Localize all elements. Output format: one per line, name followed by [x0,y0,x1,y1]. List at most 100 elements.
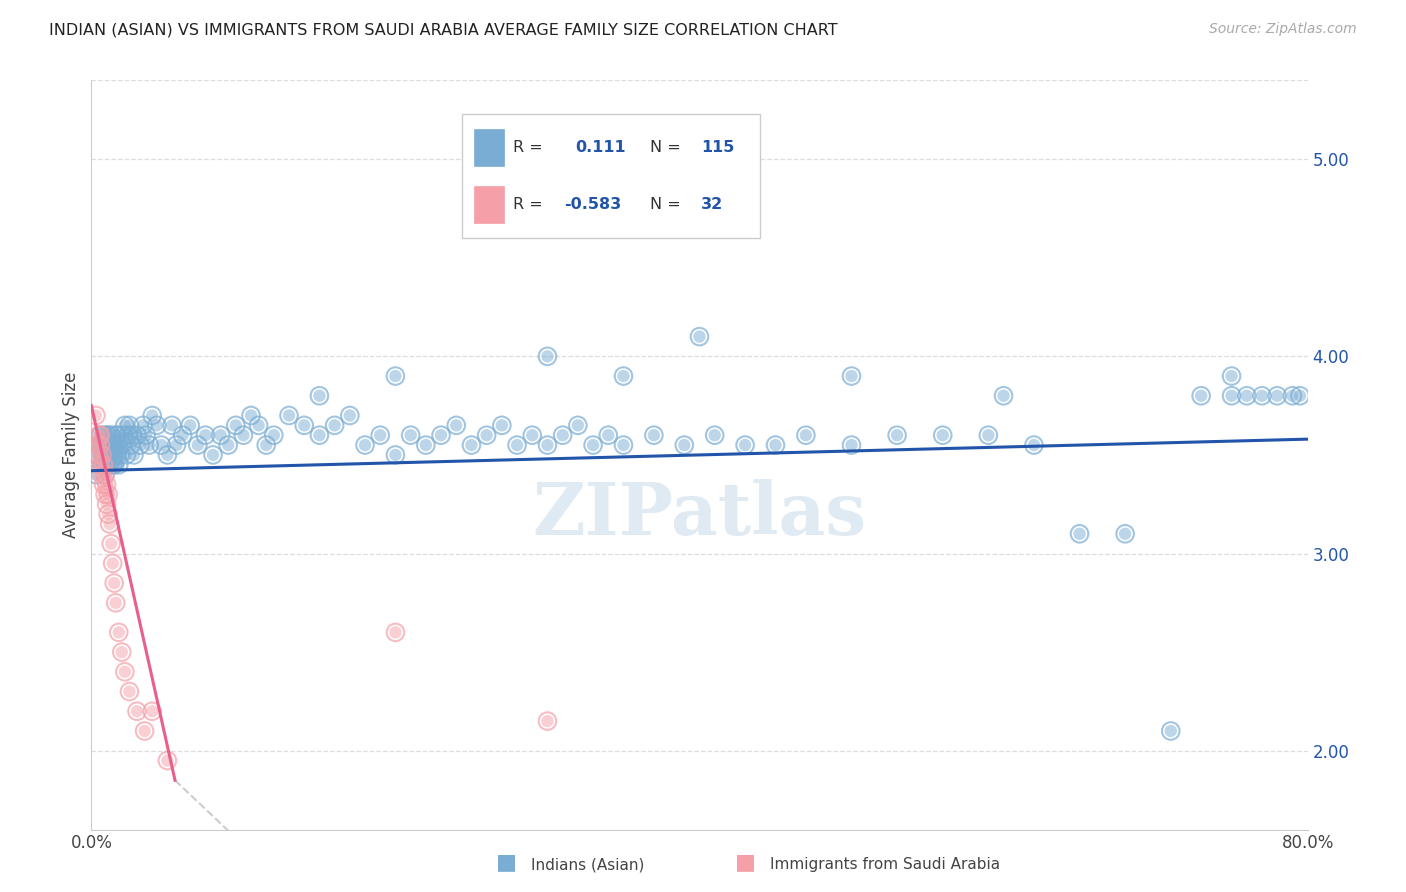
Point [104,596,127,610]
Point [354,438,377,452]
Point [138,438,160,452]
Point [103,458,125,472]
Point [460,438,482,452]
Point [612,369,634,384]
Point [97,448,120,462]
Point [94,467,117,482]
Point [117,428,139,442]
Point [93,477,115,491]
Point [89,458,111,472]
Point [232,428,254,442]
Point [84,467,107,482]
Point [101,557,124,571]
Point [308,389,330,403]
Point [107,458,129,472]
Point [931,428,953,442]
Point [308,428,330,442]
Point [114,665,136,679]
Point [765,438,787,452]
Point [89,428,111,442]
Point [112,428,135,442]
Point [444,418,467,433]
Point [125,704,148,718]
Text: Indians (Asian): Indians (Asian) [531,857,645,872]
Point [87,438,110,452]
Point [96,428,118,442]
Point [107,625,129,640]
Point [98,458,121,472]
Point [491,418,513,433]
Point [977,428,1000,442]
Point [89,428,111,442]
Point [384,369,406,384]
Point [931,428,953,442]
Point [536,438,558,452]
Point [97,507,120,521]
Point [247,418,270,433]
Point [98,438,121,452]
Point [551,428,574,442]
Point [841,438,863,452]
Point [111,438,134,452]
Point [96,477,118,491]
Point [107,438,129,452]
Point [582,438,605,452]
Point [794,428,817,442]
Point [96,497,118,511]
Point [105,428,128,442]
Point [384,625,406,640]
Point [89,428,111,442]
Point [107,438,129,452]
Point [121,428,143,442]
Point [217,438,239,452]
Point [84,467,107,482]
Point [89,438,111,452]
Point [135,428,157,442]
Point [292,418,315,433]
Point [100,536,122,550]
Point [643,428,665,442]
Point [97,487,120,501]
Point [1236,389,1258,403]
Point [187,438,209,452]
Point [87,448,110,462]
Point [150,438,173,452]
Point [430,428,453,442]
Point [444,418,467,433]
Point [734,438,756,452]
Point [114,418,136,433]
Point [94,467,117,482]
Point [886,428,908,442]
Point [94,438,117,452]
Point [91,458,114,472]
Point [101,458,124,472]
Point [97,487,120,501]
Point [96,428,118,442]
Point [1289,389,1312,403]
Point [115,448,138,462]
Point [98,458,121,472]
Point [1220,389,1243,403]
Point [598,428,620,442]
Point [94,487,117,501]
Point [86,438,108,452]
Text: ZIPatlas: ZIPatlas [533,479,866,550]
Point [87,438,110,452]
Point [209,428,232,442]
Point [841,438,863,452]
Text: Immigrants from Saudi Arabia: Immigrants from Saudi Arabia [770,857,1001,872]
Point [384,625,406,640]
Point [134,723,156,738]
Point [93,458,115,472]
Point [475,428,498,442]
Point [122,448,145,462]
Point [202,448,225,462]
Point [399,428,422,442]
Point [125,704,148,718]
Point [125,428,148,442]
Point [536,438,558,452]
Point [522,428,544,442]
Point [141,704,163,718]
Point [232,428,254,442]
Point [415,438,437,452]
